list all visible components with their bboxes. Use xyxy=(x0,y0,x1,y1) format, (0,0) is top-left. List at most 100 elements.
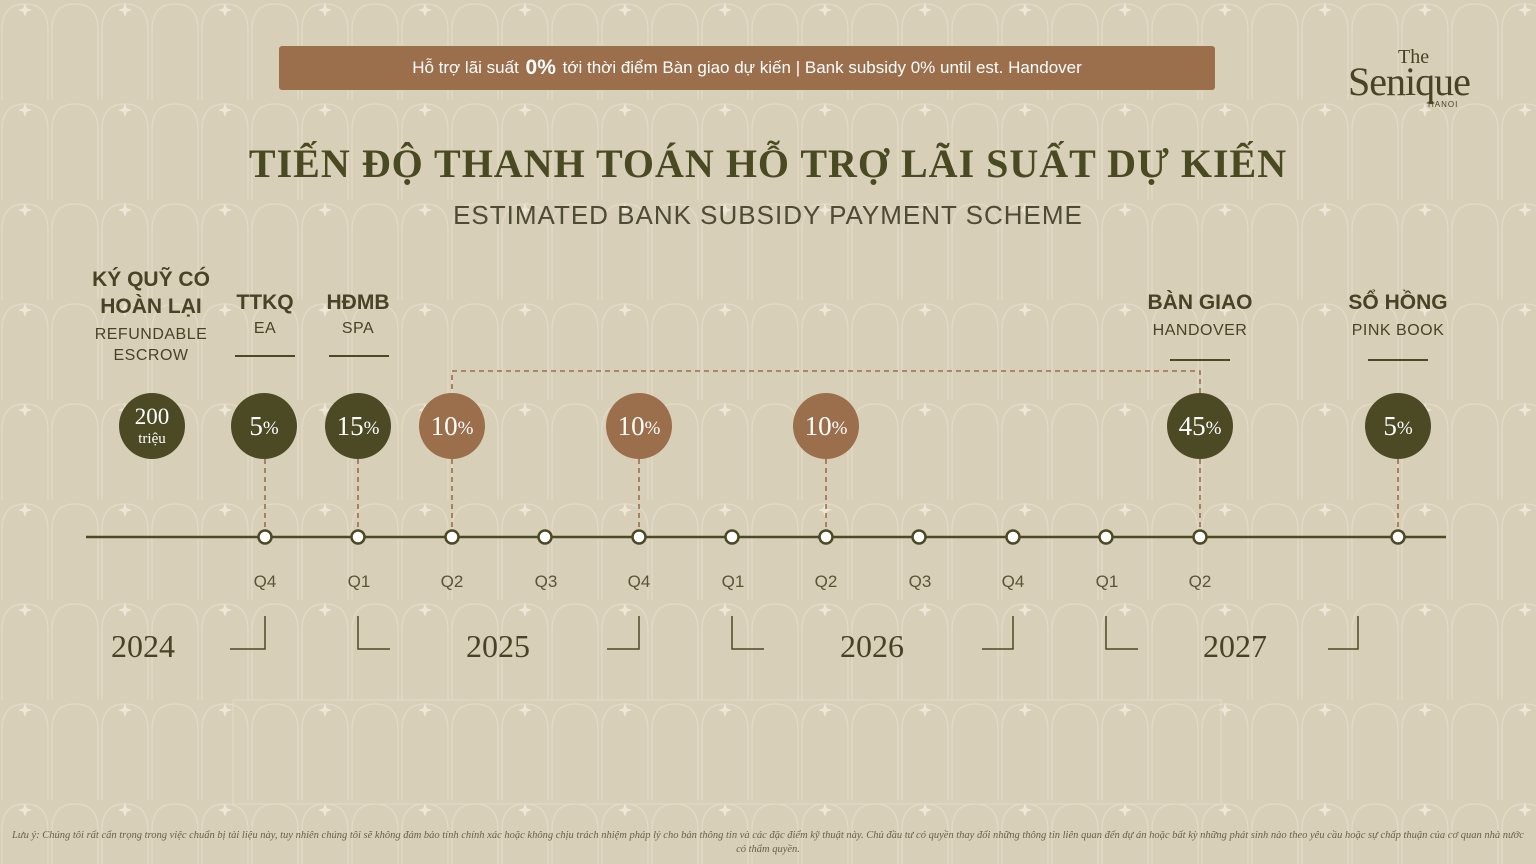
sparkle-decoration xyxy=(618,3,632,17)
brand-logo: The Senique HANOI xyxy=(1340,46,1490,116)
sparkle-decoration xyxy=(318,403,332,417)
quarter-label: Q2 xyxy=(440,572,464,591)
sparkle-decoration xyxy=(1518,403,1532,417)
sparkle-decoration xyxy=(1218,603,1232,617)
payment-pinkbook-value: 5 xyxy=(1383,410,1397,441)
quarter-label: Q1 xyxy=(347,572,371,591)
sparkle-decoration xyxy=(1418,203,1432,217)
sparkle-decoration xyxy=(118,303,132,317)
sparkle-decoration xyxy=(818,503,832,517)
milestone-handover-en: HANDOVER xyxy=(1152,322,1248,339)
sparkle-decoration xyxy=(1318,403,1332,417)
sparkle-decoration xyxy=(1218,3,1232,17)
sparkle-decoration xyxy=(618,203,632,217)
sparkle-decoration xyxy=(518,103,532,117)
disclaimer: Lưu ý: Chúng tôi rất cẩn trọng trong việ… xyxy=(12,830,1524,855)
payment-handover-unit: % xyxy=(1205,418,1222,439)
year-bracket xyxy=(731,616,764,650)
sparkle-decoration xyxy=(918,603,932,617)
sparkle-decoration xyxy=(918,3,932,17)
year-bracket xyxy=(607,616,640,650)
banner-en-pre: Bank subsidy xyxy=(804,58,906,77)
sparkle-decoration xyxy=(718,3,732,17)
sparkle-decoration xyxy=(618,303,632,317)
sparkle-decoration xyxy=(718,703,732,717)
sparkle-decoration xyxy=(1218,503,1232,517)
milestone-spa-underline xyxy=(329,355,389,357)
quarter-label: Q1 xyxy=(721,572,745,591)
year-label: 2026 xyxy=(840,628,904,664)
logo-the: The xyxy=(1398,46,1430,68)
payment-circle-handover: 45% xyxy=(1167,393,1233,459)
sparkle-decoration xyxy=(18,303,32,317)
timeline-node xyxy=(537,529,553,545)
timeline-node xyxy=(444,529,460,545)
banner-en-post: until est. Handover xyxy=(940,58,1082,77)
sparkle-decoration xyxy=(1118,403,1132,417)
sparkle-decoration xyxy=(1418,503,1432,517)
sparkle-decoration xyxy=(418,303,432,317)
payment-spa-value: 15 xyxy=(336,410,364,441)
sparkle-decoration xyxy=(418,203,432,217)
sparkle-decoration xyxy=(1018,103,1032,117)
sparkle-decoration xyxy=(318,3,332,17)
sparkle-decoration xyxy=(618,503,632,517)
sparkle-decoration xyxy=(818,603,832,617)
sparkle-decoration xyxy=(1518,203,1532,217)
year-label: 2024 xyxy=(111,628,175,664)
sparkle-decoration xyxy=(1118,703,1132,717)
sparkle-decoration xyxy=(618,103,632,117)
sparkle-decoration xyxy=(118,503,132,517)
sparkle-decoration xyxy=(518,3,532,17)
sparkle-decoration xyxy=(218,3,232,17)
milestone-ea-vi: TTKQ xyxy=(236,291,294,314)
payment-2026-q2-unit: % xyxy=(831,418,848,439)
sparkle-decoration xyxy=(918,803,932,817)
sparkle-decoration xyxy=(818,103,832,117)
sparkle-decoration xyxy=(518,803,532,817)
sparkle-decoration xyxy=(118,603,132,617)
sparkle-decoration xyxy=(1518,3,1532,17)
sparkle-decoration xyxy=(1318,703,1332,717)
payment-ea-unit: % xyxy=(262,418,279,439)
quarter-label: Q3 xyxy=(534,572,558,591)
quarter-label: Q1 xyxy=(1095,572,1119,591)
milestone-pinkbook-en: PINK BOOK xyxy=(1351,322,1445,339)
sparkle-decoration xyxy=(1018,403,1032,417)
sparkle-decoration xyxy=(318,303,332,317)
sparkle-decoration xyxy=(818,703,832,717)
payment-circle-2025-q4: 10% xyxy=(606,393,672,459)
sparkle-decoration xyxy=(318,703,332,717)
payment-handover-value: 45 xyxy=(1178,410,1206,441)
banner-vi-pct: 0% xyxy=(525,56,556,79)
sparkle-decoration xyxy=(1318,603,1332,617)
sparkle-decoration xyxy=(1118,203,1132,217)
subsidy-banner: Hỗ trợ lãi suất 0% tới thời điểm Bàn gia… xyxy=(279,46,1215,90)
sparkle-decoration xyxy=(118,3,132,17)
sparkle-decoration xyxy=(1118,3,1132,17)
payment-circle-ea: 5% xyxy=(231,393,297,459)
quarter-label: Q4 xyxy=(253,572,277,591)
sparkle-decoration xyxy=(18,403,32,417)
sparkle-decoration xyxy=(18,503,32,517)
quarter-label: Q4 xyxy=(627,572,651,591)
payment-deposit-amount: 200 xyxy=(134,404,170,429)
sparkle-decoration xyxy=(1518,303,1532,317)
sparkle-decoration xyxy=(518,203,532,217)
payment-circle-2025-q2: 10% xyxy=(419,393,485,459)
payment-circle-spa: 15% xyxy=(325,393,391,459)
sparkle-decoration xyxy=(1018,503,1032,517)
sparkle-decoration xyxy=(318,803,332,817)
sparkle-decoration xyxy=(218,603,232,617)
sparkle-decoration xyxy=(18,3,32,17)
payment-deposit-unit: triệu xyxy=(138,431,166,447)
sparkle-decoration xyxy=(1318,803,1332,817)
timeline-node xyxy=(818,529,834,545)
sparkle-decoration xyxy=(718,803,732,817)
payment-2025-q4-value: 10 xyxy=(617,410,645,441)
sparkle-decoration xyxy=(1318,503,1332,517)
sparkle-decoration xyxy=(218,503,232,517)
sparkle-decoration xyxy=(518,403,532,417)
